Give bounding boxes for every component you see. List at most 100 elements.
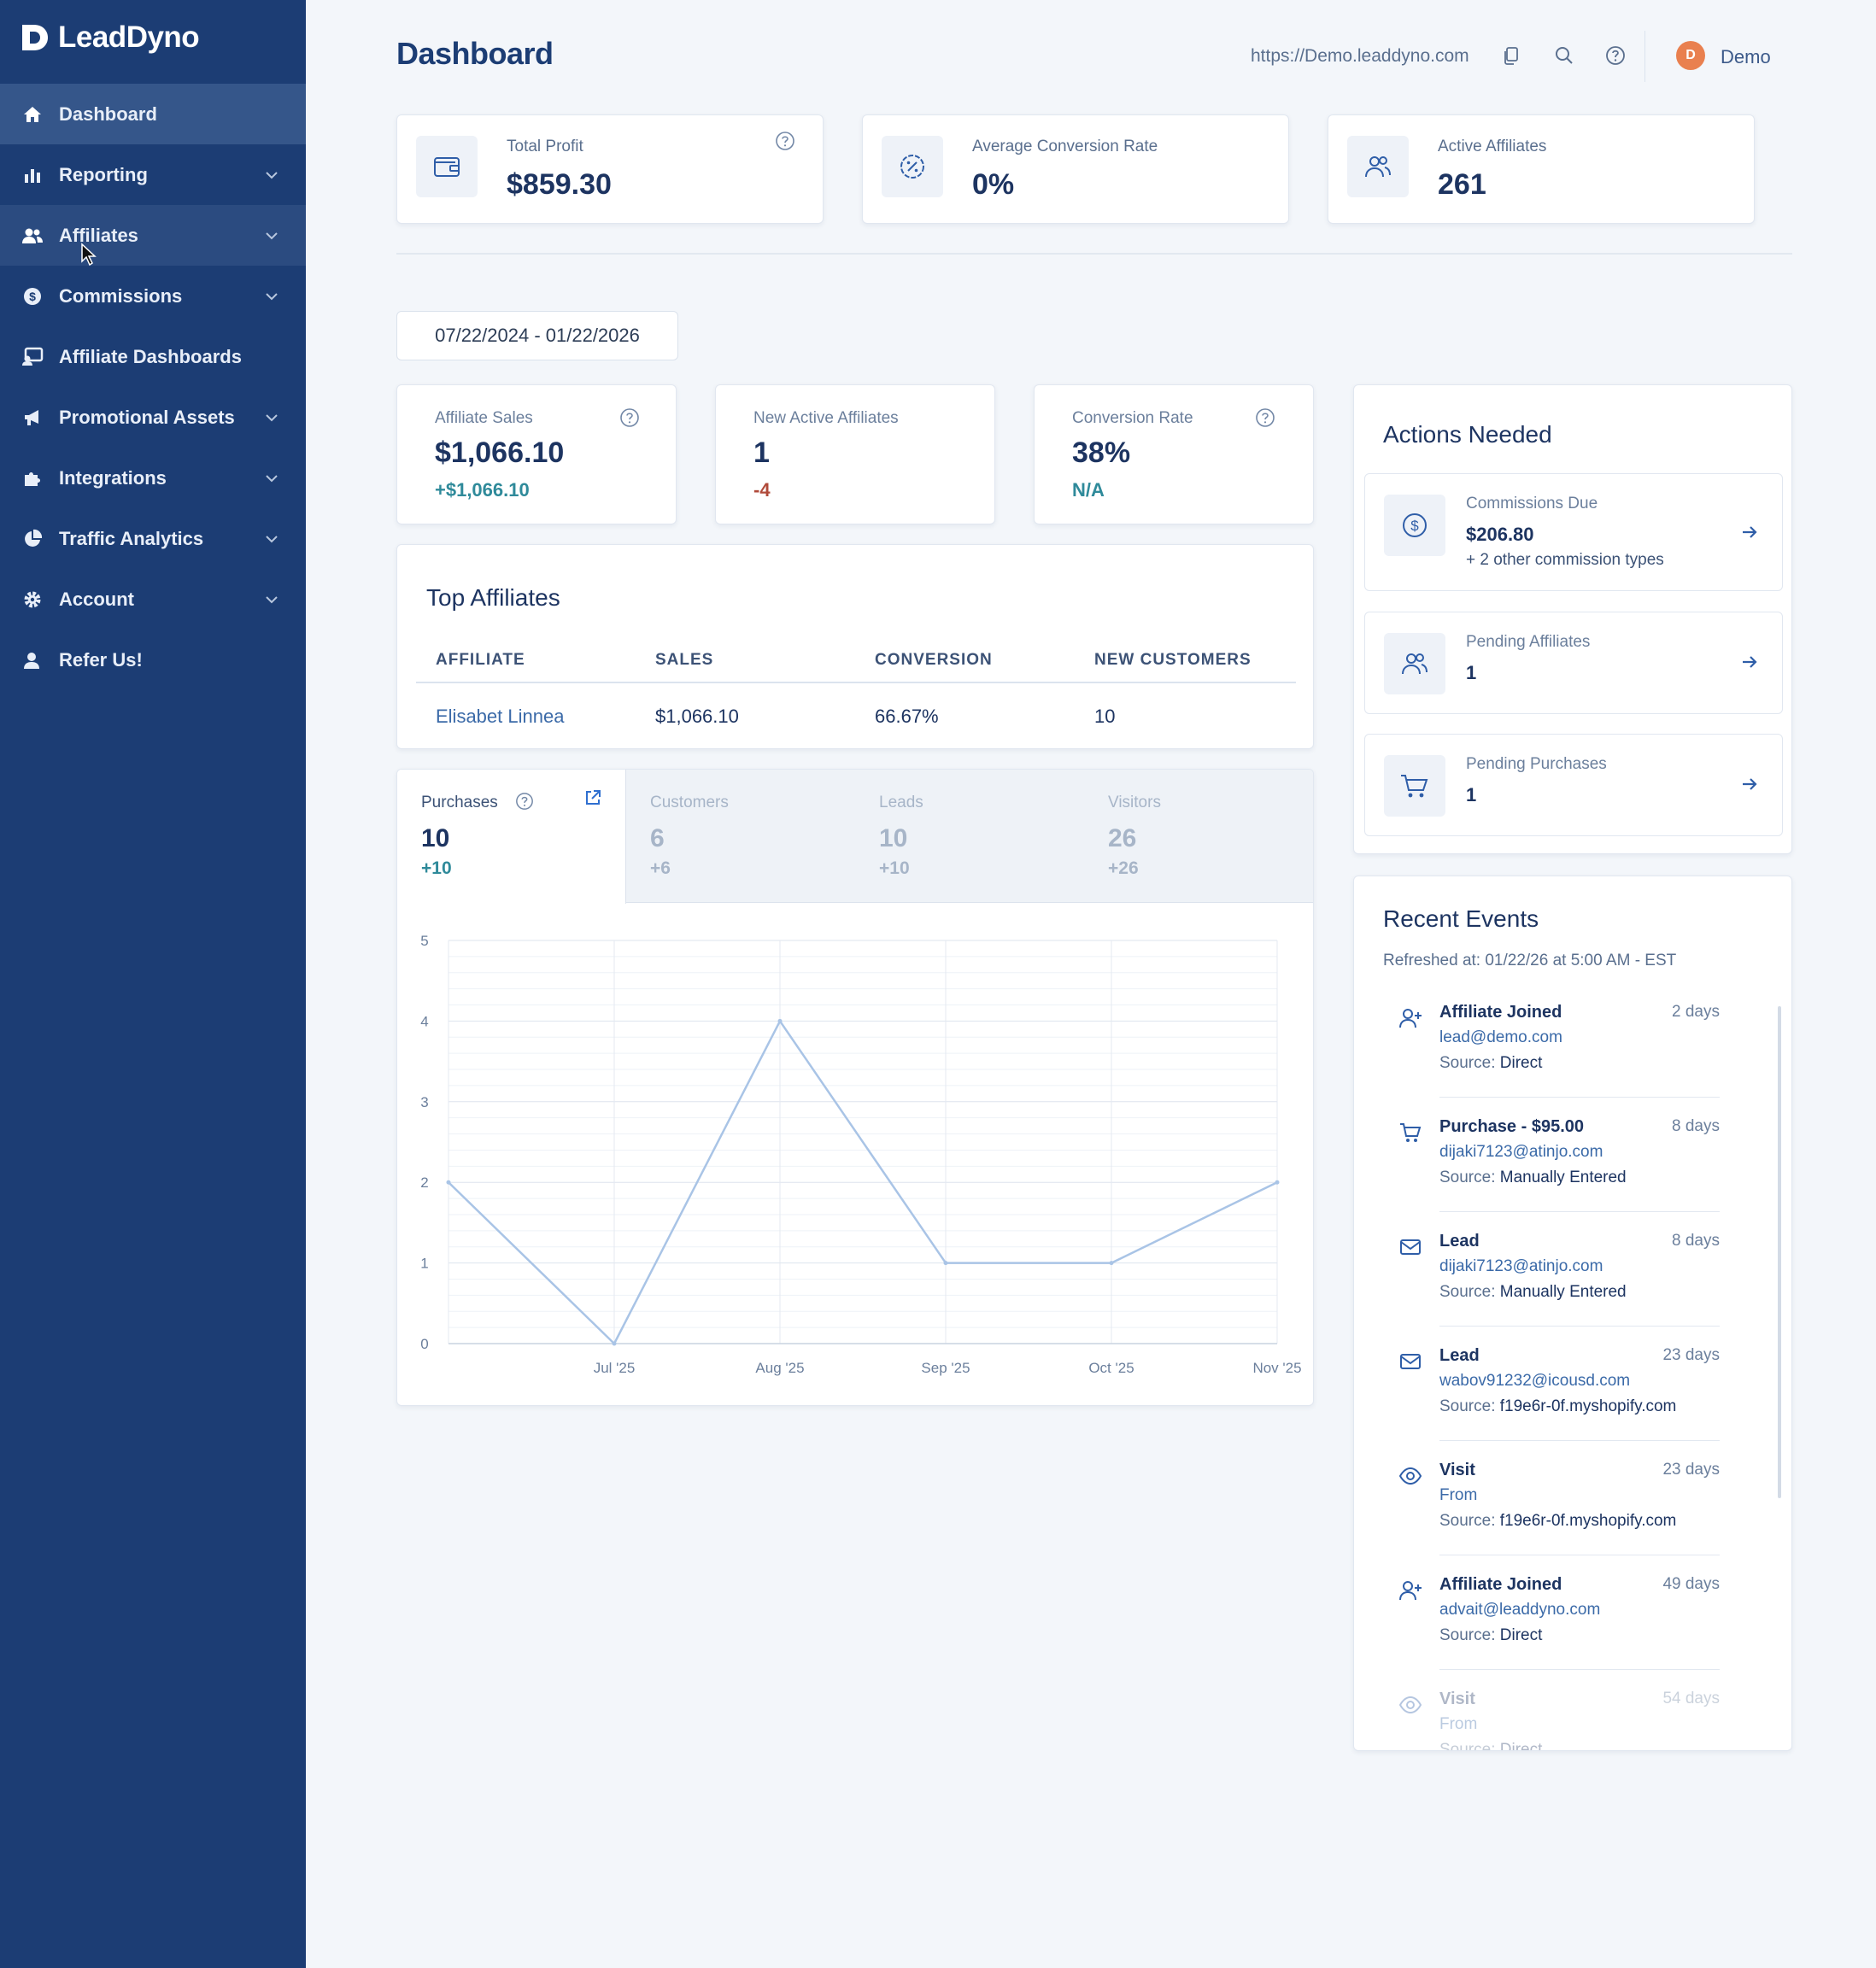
dashboard-screen-icon [21, 345, 44, 369]
sidebar-item-refer-us[interactable]: Refer Us! [0, 630, 306, 690]
sidebar-nav: Dashboard Reporting Affiliates $ Commiss… [0, 84, 306, 690]
event-time: 8 days [1672, 1232, 1720, 1250]
source-value: f19e6r-0f.myshopify.com [1499, 1512, 1677, 1530]
action-value: 1 [1466, 784, 1477, 805]
event-email[interactable]: lead@demo.com [1439, 1028, 1562, 1046]
help-icon[interactable] [515, 792, 534, 811]
chevron-down-icon [266, 414, 278, 422]
sidebar-item-affiliates[interactable]: Affiliates [0, 205, 306, 266]
stat-delta: N/A [1072, 479, 1105, 501]
list-item[interactable]: Lead 23 days wabov91232@icousd.com Sourc… [1354, 1336, 1783, 1450]
mouse-cursor-icon [81, 243, 97, 266]
date-range-picker[interactable]: 07/22/2024 - 01/22/2026 [396, 311, 678, 360]
sidebar-item-label: Promotional Assets [59, 406, 235, 428]
kpi-total-profit: Total Profit $859.30 [396, 114, 824, 224]
list-item[interactable]: Affiliate Joined 2 days lead@demo.com So… [1354, 993, 1783, 1107]
source-key: Source: [1439, 1168, 1496, 1186]
action-pending-purchases[interactable]: Pending Purchases 1 [1364, 734, 1783, 836]
kpi-average-conversion-rate: Average Conversion Rate 0% [862, 114, 1289, 224]
y-tick-label: 0 [420, 1336, 428, 1352]
event-email[interactable]: From [1439, 1715, 1478, 1733]
tab-label: Leads [879, 794, 923, 811]
logo[interactable]: LeadDyno [21, 19, 200, 56]
tab-delta: +10 [879, 858, 910, 878]
data-point [612, 1341, 617, 1346]
kpi-value: $859.30 [507, 168, 612, 201]
column-header-new-customers[interactable]: NEW CUSTOMERS [1094, 651, 1252, 669]
users-icon [21, 224, 44, 248]
action-pending-affiliates[interactable]: Pending Affiliates 1 [1364, 612, 1783, 714]
sidebar-item-label: Affiliates [59, 224, 138, 246]
column-header-affiliate[interactable]: AFFILIATE [436, 651, 525, 669]
sidebar-item-commissions[interactable]: $ Commissions [0, 266, 306, 326]
event-email[interactable]: advait@leaddyno.com [1439, 1601, 1601, 1619]
sidebar-item-traffic-analytics[interactable]: Traffic Analytics [0, 508, 306, 569]
y-tick-label: 1 [420, 1256, 428, 1272]
affiliate-link[interactable]: Elisabet Linnea [436, 706, 565, 727]
event-title: Visit [1439, 1690, 1475, 1708]
action-subtext: + 2 other commission types [1466, 551, 1664, 569]
y-tick-label: 5 [420, 933, 428, 949]
event-email[interactable]: dijaki7123@atinjo.com [1439, 1143, 1603, 1161]
y-tick-label: 4 [420, 1013, 428, 1029]
event-email[interactable]: wabov91232@icousd.com [1439, 1372, 1631, 1390]
list-item[interactable]: Visit 23 days From Source: f19e6r-0f.mys… [1354, 1450, 1783, 1565]
avatar[interactable]: D [1676, 41, 1705, 70]
scrollbar[interactable] [1778, 1006, 1781, 1498]
puzzle-icon [21, 466, 44, 490]
mail-icon [1400, 1354, 1421, 1369]
action-label: Pending Purchases [1466, 755, 1607, 773]
help-icon[interactable] [775, 131, 795, 151]
column-header-sales[interactable]: SALES [655, 651, 714, 669]
dollar-circle-icon: $ [1384, 495, 1445, 556]
source-value: f19e6r-0f.myshopify.com [1499, 1397, 1677, 1415]
event-time: 23 days [1662, 1461, 1720, 1479]
event-email[interactable]: From [1439, 1486, 1478, 1504]
event-title: Purchase - $95.00 [1439, 1117, 1584, 1136]
cart-icon [1384, 755, 1445, 817]
megaphone-icon [21, 406, 44, 430]
search-icon[interactable] [1553, 44, 1575, 67]
sidebar-item-label: Reporting [59, 163, 148, 185]
tab-value: 10 [879, 824, 908, 852]
list-item[interactable]: Visit 54 days From Source: Direct [1354, 1679, 1783, 1750]
stat-delta: +$1,066.10 [435, 479, 530, 501]
help-icon[interactable] [1255, 407, 1275, 428]
source-key: Source: [1439, 1512, 1496, 1530]
source-key: Source: [1439, 1397, 1496, 1415]
tab-visitors[interactable]: Visitors 26 +26 [1084, 770, 1313, 903]
sidebar-item-reporting[interactable]: Reporting [0, 144, 306, 205]
user-menu[interactable]: Demo [1721, 46, 1771, 67]
header-divider [1644, 31, 1645, 82]
copy-icon[interactable] [1500, 44, 1522, 67]
arrow-right-icon [1743, 656, 1757, 668]
events-list[interactable]: Affiliate Joined 2 days lead@demo.com So… [1354, 993, 1783, 1750]
sidebar-item-integrations[interactable]: Integrations [0, 448, 306, 508]
sidebar-item-dashboard[interactable]: Dashboard [0, 84, 306, 144]
tab-delta: +10 [421, 858, 452, 878]
event-source: Source: Direct [1439, 1626, 1542, 1645]
tab-customers[interactable]: Customers 6 +6 [626, 770, 855, 903]
list-item[interactable]: Affiliate Joined 49 days advait@leaddyno… [1354, 1565, 1783, 1679]
list-item[interactable]: Lead 8 days dijaki7123@atinjo.com Source… [1354, 1221, 1783, 1336]
kpi-label: Average Conversion Rate [972, 138, 1158, 155]
external-link-icon[interactable] [583, 788, 602, 807]
list-item[interactable]: Purchase - $95.00 8 days dijaki7123@atin… [1354, 1107, 1783, 1221]
source-value: Manually Entered [1499, 1168, 1627, 1186]
tab-label: Customers [650, 794, 729, 811]
sidebar-item-promotional-assets[interactable]: Promotional Assets [0, 387, 306, 448]
tab-leads[interactable]: Leads 10 +10 [855, 770, 1084, 903]
help-icon[interactable] [619, 407, 640, 428]
series-line [448, 1020, 1278, 1345]
tab-purchases[interactable]: Purchases 10 +10 [397, 770, 626, 904]
sidebar-item-account[interactable]: Account [0, 569, 306, 630]
section-divider [396, 253, 1792, 255]
event-title: Affiliate Joined [1439, 1575, 1562, 1594]
help-icon[interactable] [1604, 44, 1627, 67]
sidebar-item-affiliate-dashboards[interactable]: Affiliate Dashboards [0, 326, 306, 387]
sidebar-item-label: Affiliate Dashboards [59, 345, 242, 367]
event-email[interactable]: dijaki7123@atinjo.com [1439, 1257, 1603, 1275]
action-commissions-due[interactable]: $ Commissions Due $206.80 + 2 other comm… [1364, 473, 1783, 591]
arrow-right-icon [1743, 526, 1757, 538]
column-header-conversion[interactable]: CONVERSION [875, 651, 993, 669]
